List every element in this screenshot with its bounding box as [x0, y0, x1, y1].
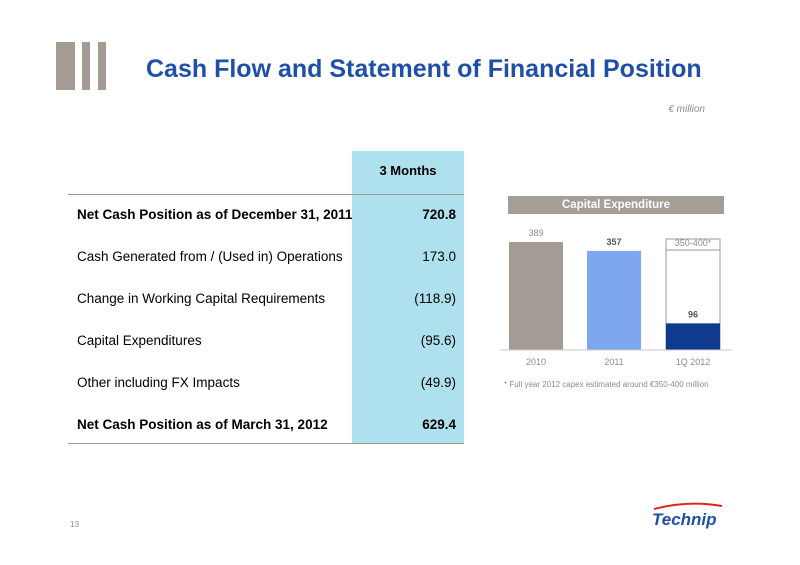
technip-logo: Technip — [652, 502, 723, 529]
row-label: Other including FX Impacts — [77, 375, 240, 390]
capex-bar-chart: 350-400* 389 2010 357 2011 96 1Q 2012 — [500, 228, 732, 367]
category-label: 2011 — [604, 357, 623, 367]
row-label: Capital Expenditures — [77, 333, 202, 348]
category-label: 1Q 2012 — [676, 357, 711, 367]
chart-footnote: * Full year 2012 capex estimated around … — [504, 380, 709, 389]
table-top-rule — [68, 194, 464, 195]
svg-text:Technip: Technip — [652, 510, 717, 529]
data-label: 357 — [606, 237, 621, 247]
row-value: (95.6) — [420, 333, 456, 348]
row-label: Cash Generated from / (Used in) Operatio… — [77, 249, 343, 264]
table-bottom-rule — [68, 443, 464, 444]
chart-title: Capital Expenditure — [508, 196, 724, 214]
row-label: Net Cash Position as of March 31, 2012 — [77, 417, 328, 432]
bar-2011 — [587, 250, 641, 350]
capex-chart: Capital Expenditure 350-400* 389 2010 357 20… — [500, 190, 732, 400]
row-label: Net Cash Position as of December 31, 201… — [77, 207, 353, 222]
table-row: Net Cash Position as of March 31, 2012 6… — [68, 415, 464, 435]
table-row: Net Cash Position as of December 31, 201… — [68, 205, 464, 225]
column-header: 3 Months — [379, 163, 437, 178]
highlight-column — [352, 151, 464, 444]
bar-1Q 2012 — [666, 323, 720, 350]
table-row: Change in Working Capital Requirements (… — [68, 289, 464, 309]
row-value: 720.8 — [422, 207, 456, 222]
table-row: Other including FX Impacts (49.9) — [68, 373, 464, 393]
unit-label: € million — [668, 104, 705, 115]
page-number: 13 — [70, 520, 79, 529]
category-label: 2010 — [526, 357, 546, 367]
row-value: (118.9) — [414, 291, 456, 306]
bar-2010 — [509, 242, 563, 350]
slide-title: Cash Flow and Statement of Financial Pos… — [146, 55, 702, 83]
row-label: Change in Working Capital Requirements — [77, 291, 326, 306]
row-value: 629.4 — [422, 417, 456, 432]
table-row: Cash Generated from / (Used in) Operatio… — [68, 247, 464, 267]
estimate-label: 350-400* — [675, 238, 712, 248]
row-value: 173.0 — [422, 249, 456, 264]
data-label: 96 — [688, 309, 698, 319]
row-value: (49.9) — [420, 375, 456, 390]
data-label: 389 — [528, 228, 543, 238]
cash-flow-table: 3 Months Net Cash Position as of Decembe… — [68, 151, 464, 444]
table-row: Capital Expenditures (95.6) — [68, 331, 464, 351]
section-bars-decoration — [56, 42, 120, 90]
